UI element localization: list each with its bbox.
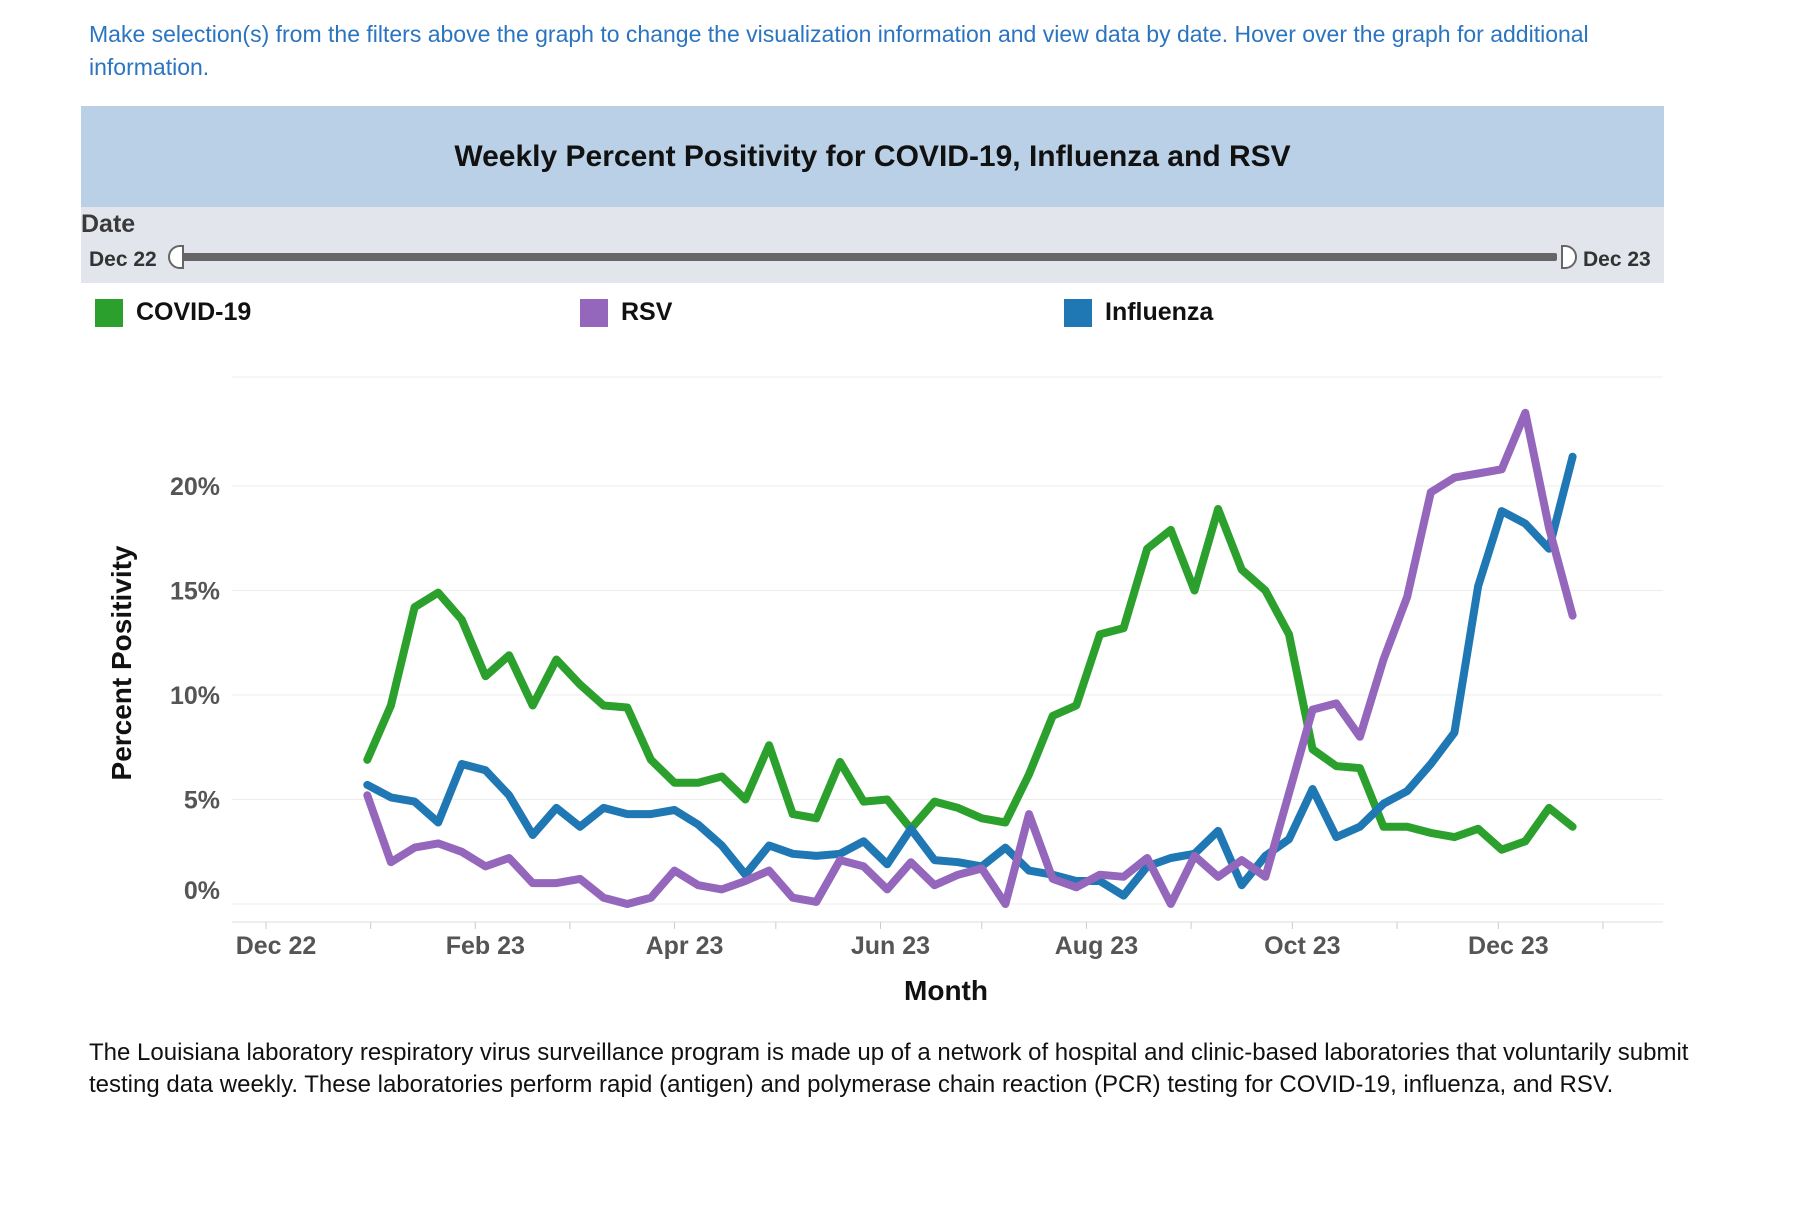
- chart-legend: COVID-19 RSV Influenza: [0, 298, 1803, 332]
- date-filter-label: Date: [81, 210, 136, 238]
- x-tick-label: Feb 23: [446, 932, 525, 960]
- series-line-influenza[interactable]: [363, 452, 1577, 900]
- date-range-start-handle[interactable]: [168, 245, 184, 269]
- y-tick-label: 15%: [170, 578, 220, 606]
- date-filter-panel: Date Dec 22 Dec 23: [81, 207, 1664, 283]
- date-range-slider-track[interactable]: [177, 253, 1557, 261]
- x-tick-label: Jun 23: [851, 932, 930, 960]
- chart-title-bar: Weekly Percent Positivity for COVID-19, …: [81, 106, 1664, 207]
- date-range-end-handle[interactable]: [1561, 245, 1577, 269]
- y-tick-label: 5%: [184, 787, 220, 815]
- x-tick-label: Aug 23: [1055, 932, 1138, 960]
- date-range-end-label: Dec 23: [1583, 248, 1651, 271]
- y-tick-label: 0%: [184, 877, 220, 905]
- x-axis-title: Month: [904, 975, 988, 1006]
- chart-axes: 0% 5% 10% 15% 20% Dec 22 Feb 23 Apr 23 Jun 23 Aug…: [170, 473, 1663, 960]
- legend-swatch-influenza: [1064, 298, 1092, 327]
- chart-series[interactable]: [363, 408, 1577, 908]
- legend-swatch-rsv: [580, 298, 608, 327]
- y-axis-title: Percent Positivity: [106, 545, 137, 780]
- legend-item-rsv[interactable]: RSV: [580, 298, 672, 327]
- chart-gridlines: [232, 376, 1663, 905]
- x-tick-label: Oct 23: [1264, 932, 1340, 960]
- legend-label-rsv: RSV: [621, 298, 673, 326]
- x-tick-label: Apr 23: [646, 932, 724, 960]
- program-description: The Louisiana laboratory respiratory vir…: [89, 1039, 1689, 1098]
- legend-item-influenza[interactable]: Influenza: [1064, 298, 1213, 327]
- legend-label-influenza: Influenza: [1105, 298, 1214, 326]
- chart-title: Weekly Percent Positivity for COVID-19, …: [454, 139, 1291, 173]
- x-tick-label: Dec 22: [236, 932, 317, 960]
- x-tick-label: Dec 23: [1468, 932, 1549, 960]
- intro-instructions: Make selection(s) from the filters above…: [89, 21, 1589, 80]
- legend-swatch-covid: [95, 298, 123, 327]
- y-tick-label: 20%: [170, 473, 220, 501]
- legend-item-covid[interactable]: COVID-19: [95, 298, 251, 327]
- legend-label-covid: COVID-19: [136, 298, 252, 326]
- series-line-covid-19[interactable]: [363, 505, 1577, 854]
- date-range-start-label: Dec 22: [89, 248, 157, 271]
- series-line-rsv[interactable]: [363, 408, 1577, 908]
- y-tick-label: 10%: [170, 682, 220, 710]
